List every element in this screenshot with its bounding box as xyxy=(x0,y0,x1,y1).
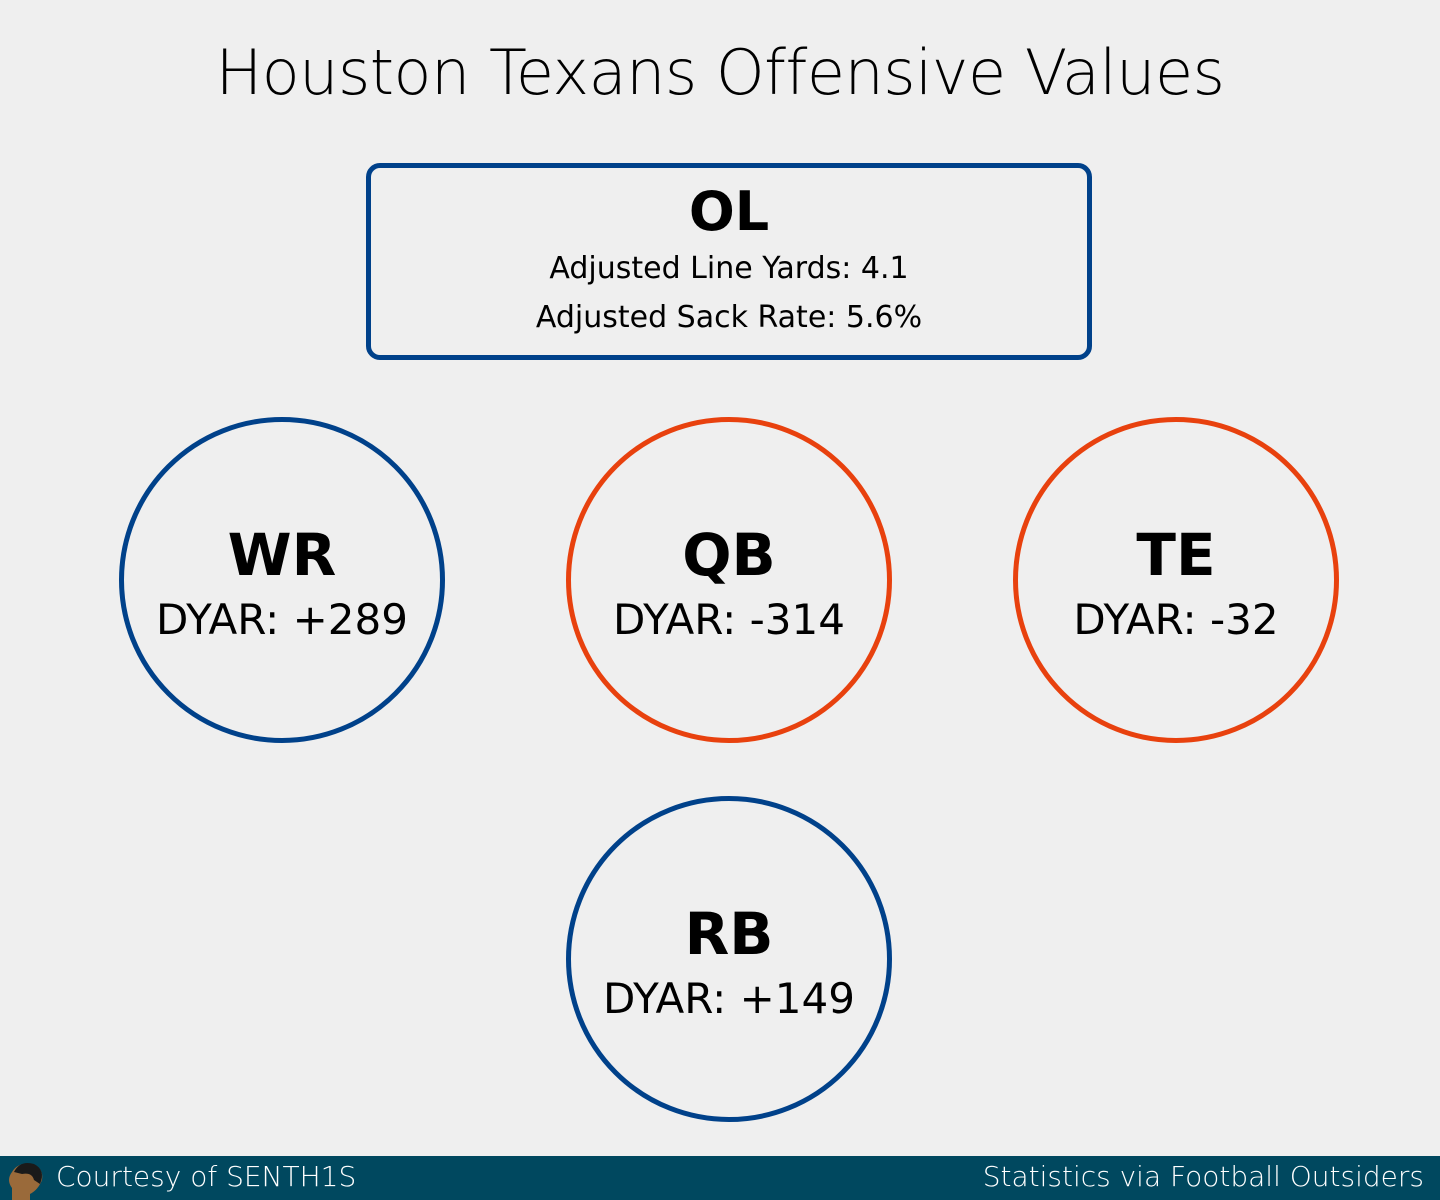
qb-value: DYAR: -314 xyxy=(613,595,845,644)
footer-source: Statistics via Football Outsiders xyxy=(982,1160,1424,1193)
qb-circle: QB DYAR: -314 xyxy=(566,417,892,743)
ol-line-yards: Adjusted Line Yards: 4.1 xyxy=(549,251,909,286)
avatar-icon xyxy=(9,1163,43,1200)
ol-sack-rate: Adjusted Sack Rate: 5.6% xyxy=(535,300,923,335)
rb-circle: RB DYAR: +149 xyxy=(566,796,892,1122)
te-label: TE xyxy=(1136,521,1216,589)
ol-label: OL xyxy=(688,180,770,243)
wr-label: WR xyxy=(227,521,337,589)
rb-value: DYAR: +149 xyxy=(603,974,855,1023)
page-title: Houston Texans Offensive Values xyxy=(215,36,1225,109)
wr-circle: WR DYAR: +289 xyxy=(119,417,445,743)
footer: Courtesy of SENTH1S Statistics via Footb… xyxy=(0,1156,1440,1200)
qb-label: QB xyxy=(682,521,776,589)
te-circle: TE DYAR: -32 xyxy=(1013,417,1339,743)
ol-box: OL Adjusted Line Yards: 4.1 Adjusted Sac… xyxy=(366,163,1092,360)
rb-label: RB xyxy=(684,900,774,968)
footer-credit: Courtesy of SENTH1S xyxy=(56,1160,357,1193)
te-value: DYAR: -32 xyxy=(1073,595,1279,644)
wr-value: DYAR: +289 xyxy=(156,595,408,644)
